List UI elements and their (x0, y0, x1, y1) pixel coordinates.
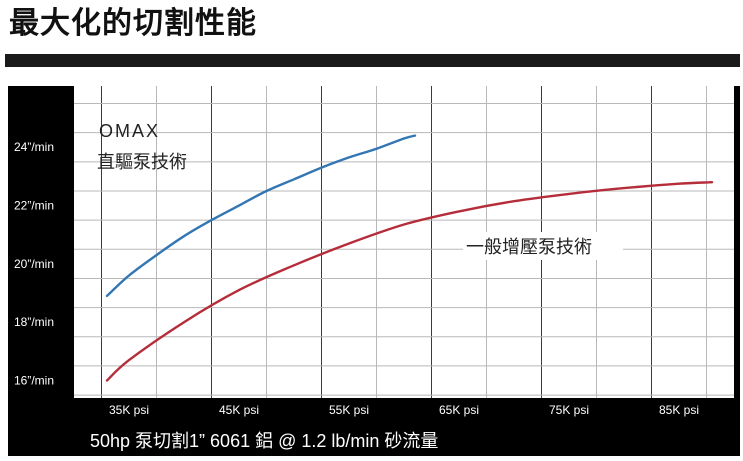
series-label-omax-subtitle: 直驅泵技術 (97, 152, 187, 172)
x-tick-label: 55K psi (329, 403, 369, 417)
x-tick-label: 35K psi (109, 403, 149, 417)
y-tick-label: 22”/min (14, 199, 54, 213)
x-tick-label: 85K psi (659, 403, 699, 417)
series-label-booster: 一般增壓泵技術 (466, 237, 592, 257)
y-tick-label: 16”/min (14, 374, 54, 388)
x-tick-label: 75K psi (549, 403, 589, 417)
y-axis-tick-labels: 24”/min 22”/min 20”/min 18”/min 16”/min (14, 140, 54, 387)
x-tick-label: 65K psi (439, 403, 479, 417)
y-tick-label: 20”/min (14, 257, 54, 271)
series-lines (105, 134, 714, 382)
page-title: 最大化的切割性能 (9, 6, 257, 41)
series-label-background (463, 232, 623, 260)
x-tick-label: 45K psi (219, 403, 259, 417)
x-axis-tick-labels: 35K psi 45K psi 55K psi 65K psi 75K psi 85K p… (109, 403, 699, 417)
y-tick-label: 18”/min (14, 315, 54, 329)
chart-footer-caption: 50hp 泵切割1” 6061 鋁 @ 1.2 lb/min 砂流量 (90, 431, 438, 451)
series-line-1 (105, 134, 417, 298)
title-underline-bar (5, 54, 740, 67)
series-line-2 (105, 181, 714, 382)
y-tick-label: 24”/min (14, 140, 54, 154)
series-label-omax: OMAX (99, 121, 160, 141)
grid-lines (74, 86, 734, 398)
